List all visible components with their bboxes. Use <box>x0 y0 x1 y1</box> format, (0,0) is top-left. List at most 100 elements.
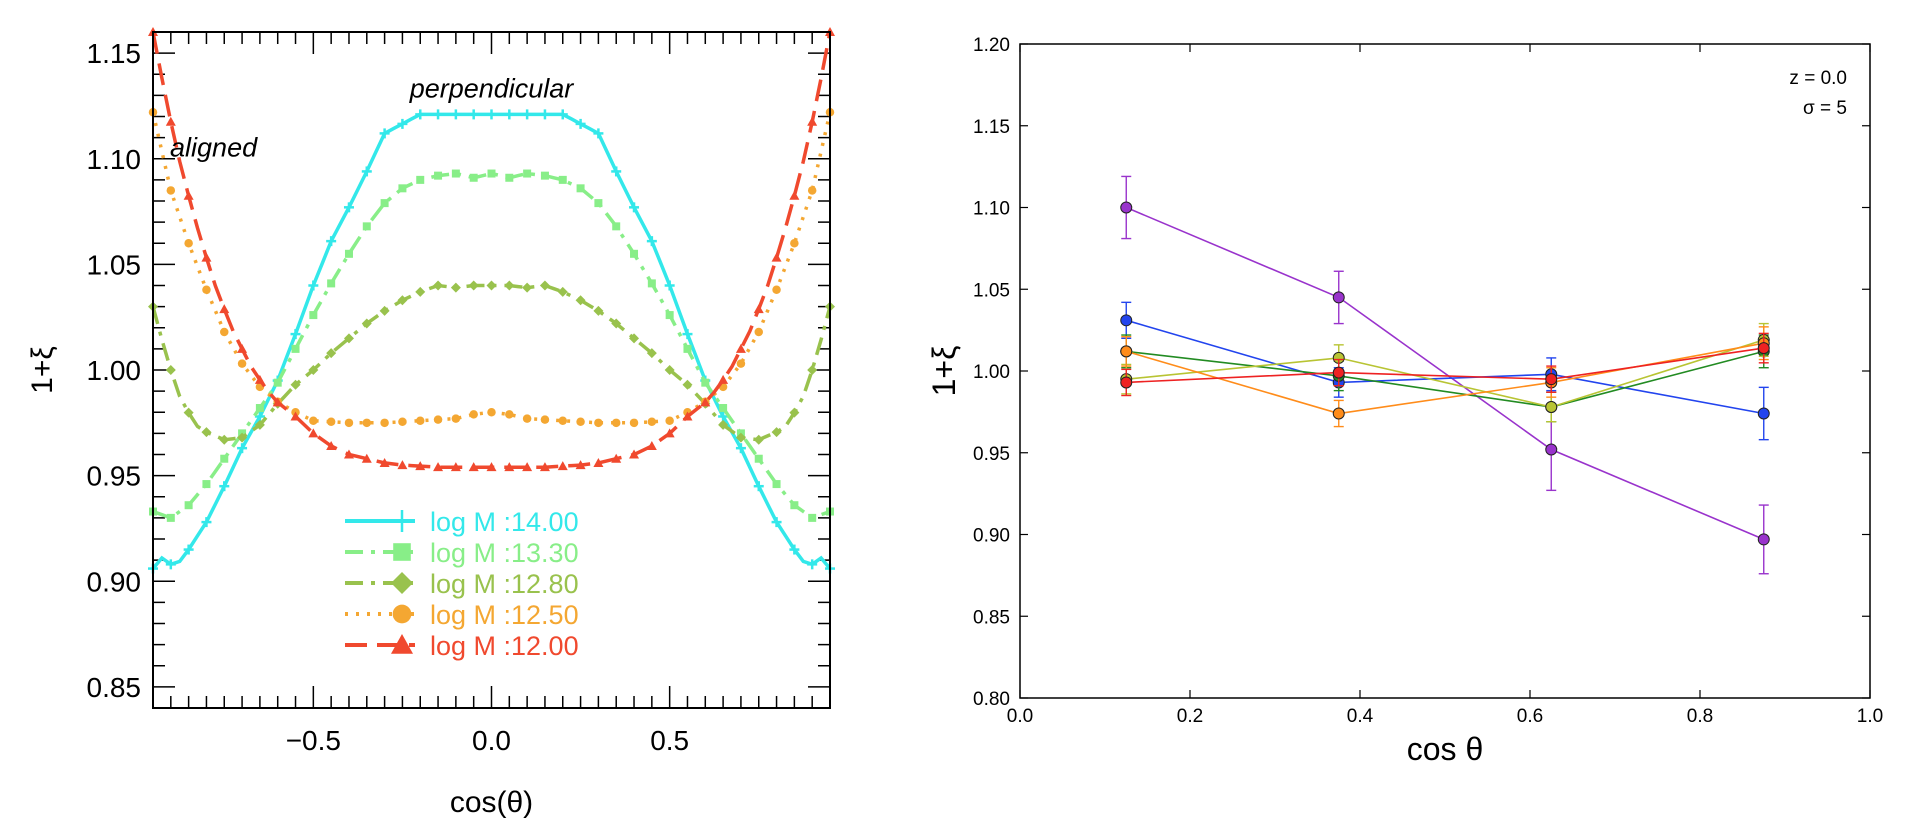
left-data-marker <box>629 333 640 344</box>
left-data-marker <box>379 457 390 467</box>
left-data-marker <box>683 344 692 353</box>
left-data-marker <box>469 173 478 182</box>
legend-entry: log M :12.80 <box>345 569 579 599</box>
left-data-marker <box>184 501 193 510</box>
left-data-marker <box>290 411 301 421</box>
left-y-tick-label: 0.85 <box>87 672 142 703</box>
left-data-marker <box>468 462 479 472</box>
left-data-marker <box>468 280 479 291</box>
legend-entry: log M :12.00 <box>345 631 579 661</box>
left-data-marker <box>290 329 301 340</box>
left-data-marker <box>664 428 675 438</box>
left-data-marker <box>665 416 674 425</box>
left-data-marker <box>718 374 729 384</box>
left-data-marker <box>344 418 354 428</box>
right-series-line <box>1126 339 1765 408</box>
right-x-tick-label: 0.8 <box>1687 706 1713 727</box>
left-data-marker <box>220 454 229 463</box>
left-data-marker <box>308 365 319 375</box>
right-y-tick-label: 0.95 <box>973 444 1010 465</box>
legend-label: log M :12.80 <box>430 569 579 599</box>
left-chart: 0.85 0.90 0.95 1.00 1.05 1.10 1.15 −0.5 0.0 0.5 c… <box>26 27 835 819</box>
left-data-marker <box>220 327 229 337</box>
left-data-marker <box>361 453 372 463</box>
left-data-marker <box>682 379 693 390</box>
left-data-marker <box>237 432 248 443</box>
aligned-annotation: aligned <box>170 133 258 163</box>
left-data-marker <box>166 186 176 195</box>
data-point <box>1120 376 1133 389</box>
left-plot-frame <box>152 31 831 709</box>
left-data-marker <box>771 427 782 438</box>
right-series-line <box>1125 206 1765 541</box>
legend-entry: log M :12.50 <box>345 600 579 630</box>
left-data-marker <box>254 419 265 430</box>
left-data-marker <box>362 222 371 231</box>
right-tick-labels: 0.80 0.85 0.90 0.95 1.00 1.05 1.10 1.15 1.20 0.0 0… <box>973 35 1883 727</box>
left-data-marker <box>450 462 461 472</box>
left-data-marker <box>486 109 497 120</box>
left-data-marker <box>254 411 265 422</box>
left-y-axis-label: 1+ξ <box>26 346 59 394</box>
left-data-marker <box>612 222 621 231</box>
left-x-tick-label: 0.5 <box>650 725 689 756</box>
left-data-marker <box>202 480 211 489</box>
left-series-group <box>148 27 835 574</box>
left-data-marker <box>557 461 568 471</box>
right-y-tick-label: 0.85 <box>973 607 1010 628</box>
left-data-marker <box>736 359 746 368</box>
left-data-marker <box>789 407 800 418</box>
left-data-marker <box>326 236 337 247</box>
right-series-line <box>1126 347 1764 384</box>
left-data-marker <box>343 449 354 459</box>
legend-marker <box>391 572 413 594</box>
left-data-marker <box>575 118 586 129</box>
left-data-marker <box>558 175 567 184</box>
left-data-marker <box>558 416 568 425</box>
left-tick-labels: 0.85 0.90 0.95 1.00 1.05 1.10 1.15 −0.5 0.0 0.5 <box>87 38 690 756</box>
left-data-marker <box>808 513 817 522</box>
legend-marker <box>391 634 413 654</box>
left-data-marker <box>772 285 781 294</box>
left-data-marker <box>611 418 621 428</box>
right-series-line <box>1126 319 1764 415</box>
left-ticks <box>152 31 831 709</box>
right-y-tick-label: 1.00 <box>973 362 1010 383</box>
legend-marker <box>393 543 411 561</box>
right-y-tick-label: 1.10 <box>973 199 1010 220</box>
left-data-marker <box>646 236 657 247</box>
left-data-marker <box>237 359 247 368</box>
legend-marker <box>391 510 413 532</box>
left-data-marker <box>469 410 478 419</box>
left-data-marker <box>557 286 568 297</box>
right-y-tick-label: 1.15 <box>973 117 1010 138</box>
left-data-marker <box>398 184 407 193</box>
data-point <box>1332 366 1345 379</box>
left-data-marker <box>629 202 640 213</box>
left-data-marker <box>790 239 799 248</box>
left-data-marker <box>593 128 604 139</box>
data-point <box>1120 345 1133 358</box>
left-x-tick-label: 0.0 <box>472 725 511 756</box>
data-point <box>1545 443 1558 456</box>
left-data-marker <box>326 441 337 451</box>
left-data-marker <box>255 404 264 413</box>
left-data-marker <box>735 432 746 443</box>
left-data-marker <box>309 416 318 425</box>
left-data-marker <box>594 199 603 208</box>
left-data-marker <box>611 453 622 463</box>
left-data-marker <box>771 252 782 262</box>
left-data-marker <box>219 481 230 492</box>
legend-entry: log M :14.00 <box>345 507 579 537</box>
right-series-group <box>1120 175 1770 575</box>
left-data-marker <box>487 169 496 178</box>
data-point <box>1120 314 1133 327</box>
left-data-marker <box>523 169 532 178</box>
left-data-marker <box>754 454 763 463</box>
left-data-marker <box>807 365 818 375</box>
left-data-marker <box>789 190 800 200</box>
left-data-marker <box>433 462 444 472</box>
left-data-marker <box>380 418 389 428</box>
left-data-marker <box>309 311 318 320</box>
left-data-marker <box>646 441 657 451</box>
